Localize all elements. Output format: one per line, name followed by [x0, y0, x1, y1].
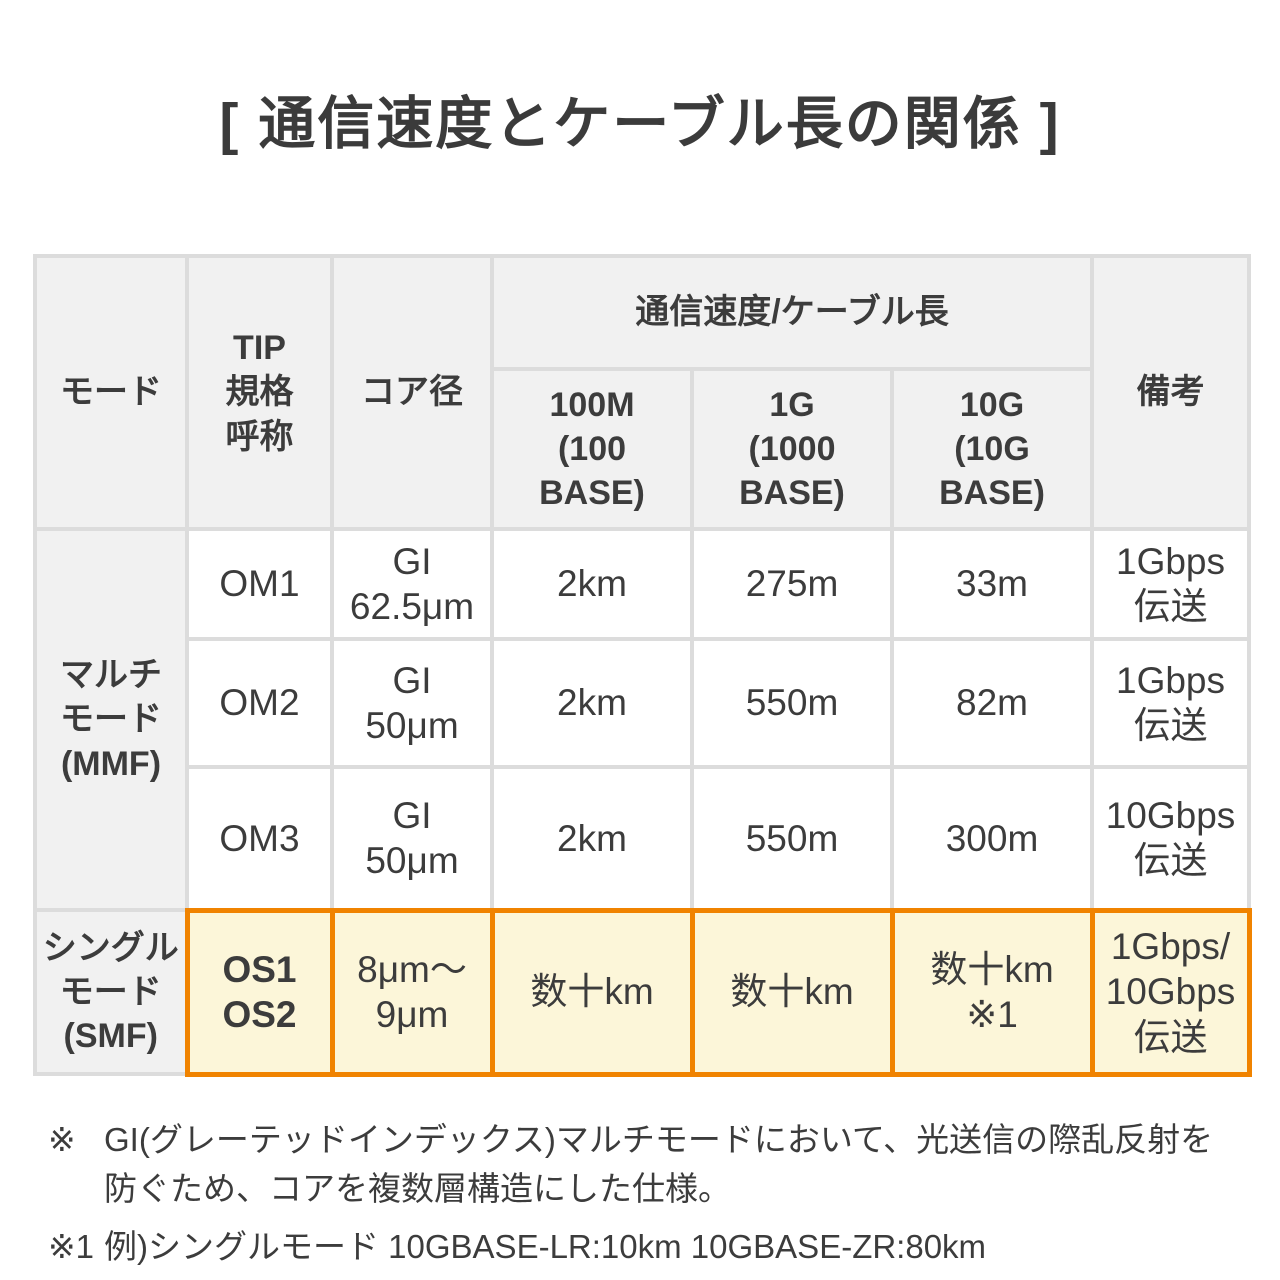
- footnote-singlemode-marker: ※1: [48, 1227, 95, 1265]
- header-remarks: 備考: [1090, 254, 1252, 531]
- smf-1g: 数十km: [689, 907, 895, 1077]
- page-title: [ 通信速度とケーブル長の関係 ]: [219, 92, 1061, 156]
- table-row: OM2 GI 50μm 2km 550m 82m 1Gbps 伝送: [35, 637, 1252, 769]
- table-row: マルチ モード (MMF) OM1 GI 62.5μm 2km 275m 33m…: [33, 527, 1252, 912]
- om1-1g: 275m: [690, 527, 894, 641]
- footnotes: ※ GI(グレーテッドインデックス)マルチモードにおいて、光送信の際乱反射を防ぐ…: [48, 1115, 1240, 1272]
- om1-10g: 33m: [889, 527, 1095, 641]
- smf-10g: 数十km ※1: [889, 907, 1095, 1077]
- om1-core: GI 62.5μm: [330, 527, 494, 641]
- table-row-highlighted: シングル モード (SMF) OS1 OS2 8μm～ 9μm 数十km 数十k…: [33, 907, 1252, 1077]
- om2-core: GI 50μm: [330, 637, 494, 769]
- om3-1g: 550m: [690, 765, 894, 912]
- header-tip-standard: TIP 規格 呼称: [185, 254, 334, 531]
- table-row: OM3 GI 50μm 2km 550m 300m 10Gbps 伝送: [35, 765, 1252, 912]
- header-core-diameter: コア径: [330, 254, 494, 531]
- smf-core: 8μm～ 9μm: [329, 907, 495, 1077]
- smf-tip: OS1 OS2: [184, 907, 335, 1077]
- smf-remarks: 1Gbps/ 10Gbps 伝送: [1089, 907, 1252, 1077]
- om3-tip: OM3: [185, 765, 334, 912]
- speed-cable-length-table: モード TIP 規格 呼称 コア径 通信速度/ケーブル長 備考 100M (10…: [33, 254, 1252, 1077]
- om3-remarks: 10Gbps 伝送: [1090, 765, 1252, 912]
- om2-10g: 82m: [889, 637, 1095, 769]
- om2-tip: OM2: [185, 637, 334, 769]
- om2-remarks: 1Gbps 伝送: [1090, 637, 1252, 769]
- footnote-singlemode-text: 例)シングルモード 10GBASE-LR:10km 10GBASE-ZR:80k…: [104, 1227, 987, 1265]
- header-mode: モード: [33, 254, 189, 531]
- om3-10g: 300m: [889, 765, 1095, 912]
- om2-1g: 550m: [690, 637, 894, 769]
- group-multimode: マルチ モード (MMF): [33, 527, 189, 912]
- om2-100m: 2km: [490, 637, 694, 769]
- footnote-gi-marker: ※: [48, 1120, 76, 1158]
- om1-100m: 2km: [490, 527, 694, 641]
- smf-100m: 数十km: [489, 907, 695, 1077]
- footnote-gi: ※ GI(グレーテッドインデックス)マルチモードにおいて、光送信の際乱反射を防ぐ…: [48, 1115, 1240, 1214]
- group-singlemode: シングル モード (SMF): [33, 908, 189, 1076]
- header-speed-10g: 10G (10G BASE): [889, 367, 1095, 531]
- om3-100m: 2km: [490, 765, 694, 912]
- om1-remarks: 1Gbps 伝送: [1090, 527, 1252, 641]
- header-speed-100m: 100M (100 BASE): [490, 367, 694, 531]
- om3-core: GI 50μm: [330, 765, 494, 912]
- footnote-gi-text: GI(グレーテッドインデックス)マルチモードにおいて、光送信の際乱反射を防ぐため…: [104, 1120, 1214, 1208]
- footnote-singlemode-example: ※1 例)シングルモード 10GBASE-LR:10km 10GBASE-ZR:…: [48, 1222, 1240, 1272]
- om1-tip: OM1: [185, 527, 334, 641]
- header-speed-group: 通信速度/ケーブル長: [489, 254, 1095, 371]
- header-speed-1g: 1G (1000 BASE): [690, 367, 894, 531]
